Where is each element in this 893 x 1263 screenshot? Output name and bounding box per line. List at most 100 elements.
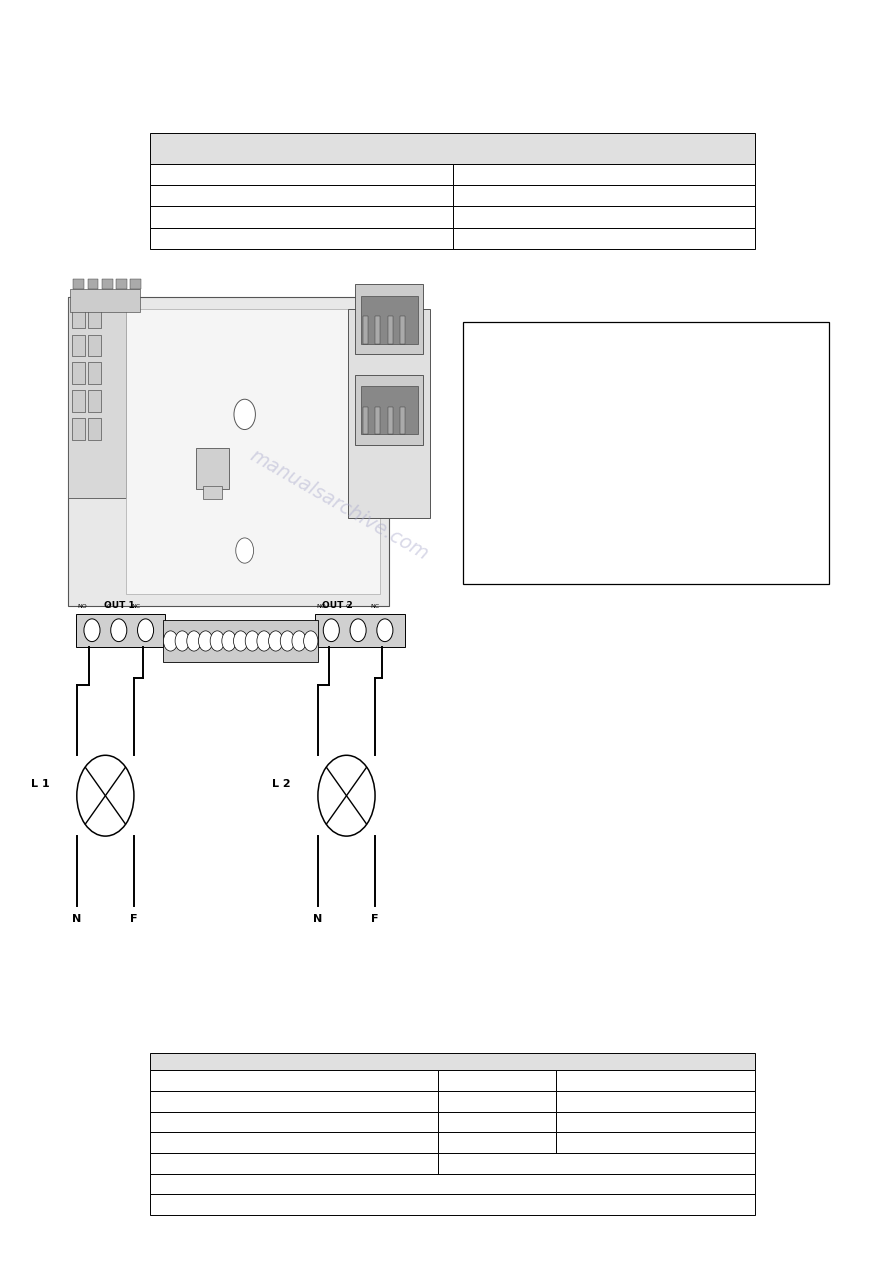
Circle shape (234, 399, 255, 429)
Bar (88, 335, 101, 356)
Text: NC: NC (371, 604, 380, 609)
Circle shape (304, 630, 318, 652)
Bar (72, 362, 85, 384)
Circle shape (210, 630, 224, 652)
Circle shape (233, 630, 247, 652)
Bar (400, 407, 405, 434)
Bar (72, 418, 85, 440)
Text: L 1: L 1 (31, 778, 50, 788)
Text: F: F (371, 914, 379, 925)
Bar (438, 1153, 755, 1173)
Bar (453, 206, 755, 227)
Circle shape (318, 755, 375, 836)
Circle shape (163, 630, 178, 652)
Text: L 2: L 2 (272, 778, 291, 788)
Bar (163, 620, 318, 662)
Circle shape (377, 619, 393, 642)
Circle shape (236, 538, 254, 563)
Bar (68, 297, 126, 498)
Bar (126, 309, 380, 594)
Bar (150, 1053, 755, 1070)
Bar (555, 1091, 755, 1111)
Bar (88, 390, 101, 412)
Text: F: F (130, 914, 138, 925)
Bar (438, 1091, 555, 1111)
Circle shape (246, 630, 260, 652)
Circle shape (84, 619, 100, 642)
Bar (555, 1133, 755, 1153)
Circle shape (292, 630, 306, 652)
Text: OUT 2: OUT 2 (322, 601, 353, 610)
Circle shape (257, 630, 271, 652)
Circle shape (77, 755, 134, 836)
Bar (150, 206, 453, 227)
Bar (150, 164, 453, 186)
Text: NO: NO (78, 604, 87, 609)
Bar (150, 227, 453, 249)
Bar (150, 186, 453, 206)
Bar (375, 316, 380, 344)
Bar (68, 297, 389, 606)
Bar (88, 307, 101, 328)
Bar (355, 284, 423, 354)
Bar (348, 309, 430, 518)
Bar (438, 1070, 555, 1091)
Bar (388, 407, 393, 434)
Circle shape (175, 630, 189, 652)
Text: manualsarchive.com: manualsarchive.com (246, 446, 432, 565)
Circle shape (323, 619, 339, 642)
Text: C: C (107, 604, 111, 609)
Bar (196, 448, 229, 489)
Bar (76, 614, 165, 647)
Text: NC: NC (131, 604, 140, 609)
Bar (555, 1070, 755, 1091)
Bar (70, 289, 140, 312)
Bar (150, 1153, 438, 1173)
Bar (72, 335, 85, 356)
Bar (361, 386, 418, 434)
Bar (363, 316, 368, 344)
Bar (555, 1111, 755, 1133)
Bar (453, 186, 755, 206)
Bar (88, 362, 101, 384)
Bar (453, 164, 755, 186)
Bar (375, 407, 380, 434)
Bar (150, 1173, 755, 1195)
Text: N: N (72, 914, 81, 925)
Bar (88, 418, 101, 440)
Bar (388, 316, 393, 344)
Bar (150, 1195, 755, 1215)
Bar (438, 1133, 555, 1153)
Circle shape (221, 630, 236, 652)
Bar (361, 296, 418, 344)
Bar (130, 279, 141, 289)
Bar (72, 390, 85, 412)
Bar (438, 1111, 555, 1133)
Bar (73, 279, 84, 289)
Bar (150, 1091, 438, 1111)
Text: N: N (313, 914, 322, 925)
Bar (400, 316, 405, 344)
Circle shape (138, 619, 154, 642)
Bar (150, 1111, 438, 1133)
Bar (116, 279, 127, 289)
Bar (363, 407, 368, 434)
Text: OUT 1: OUT 1 (104, 601, 135, 610)
Bar (150, 133, 755, 164)
Circle shape (269, 630, 283, 652)
Bar (355, 375, 423, 445)
Bar (150, 1070, 438, 1091)
Bar (463, 322, 829, 584)
Circle shape (187, 630, 201, 652)
Bar (102, 279, 113, 289)
Bar (203, 486, 222, 499)
Text: C: C (346, 604, 350, 609)
Bar (150, 1133, 438, 1153)
Circle shape (350, 619, 366, 642)
Bar (453, 227, 755, 249)
Circle shape (198, 630, 213, 652)
Bar (315, 614, 405, 647)
Bar (88, 279, 98, 289)
Circle shape (280, 630, 295, 652)
Text: NO: NO (317, 604, 326, 609)
